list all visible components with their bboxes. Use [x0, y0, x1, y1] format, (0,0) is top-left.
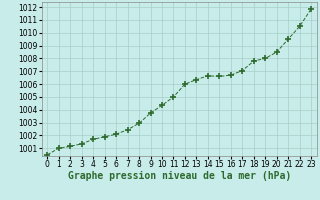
X-axis label: Graphe pression niveau de la mer (hPa): Graphe pression niveau de la mer (hPa) — [68, 171, 291, 181]
